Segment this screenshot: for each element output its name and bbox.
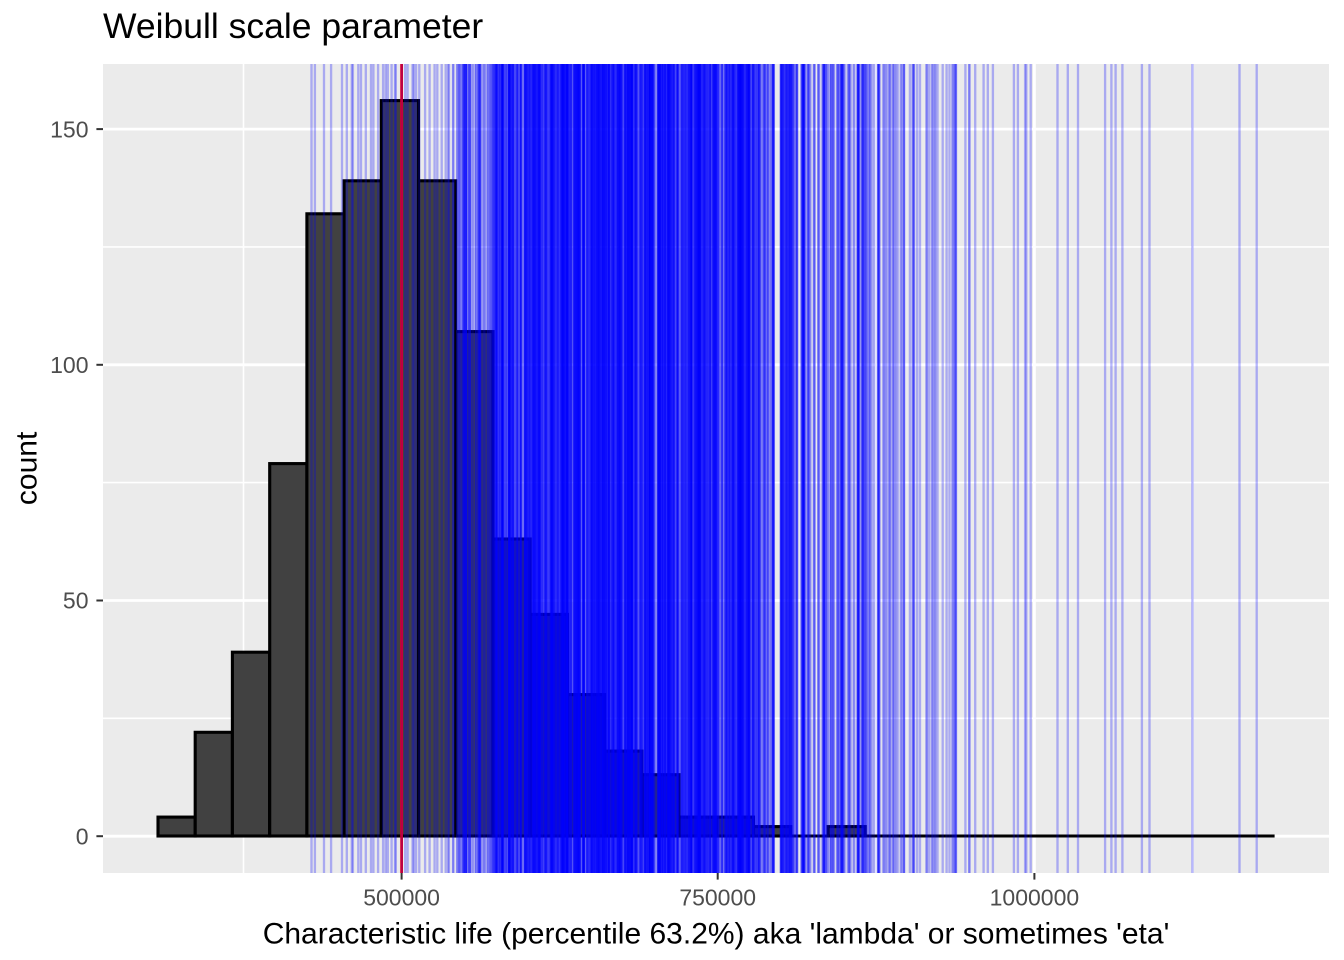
svg-text:count: count — [11, 431, 44, 505]
svg-text:0: 0 — [76, 823, 89, 849]
svg-text:100: 100 — [50, 352, 88, 378]
svg-text:150: 150 — [50, 116, 88, 142]
svg-text:1000000: 1000000 — [990, 884, 1080, 910]
svg-text:50: 50 — [63, 588, 89, 614]
svg-text:750000: 750000 — [679, 884, 756, 910]
svg-text:500000: 500000 — [363, 884, 440, 910]
svg-text:Characteristic life (percentil: Characteristic life (percentile 63.2%) a… — [263, 917, 1170, 950]
svg-text:Weibull scale parameter: Weibull scale parameter — [103, 6, 483, 46]
